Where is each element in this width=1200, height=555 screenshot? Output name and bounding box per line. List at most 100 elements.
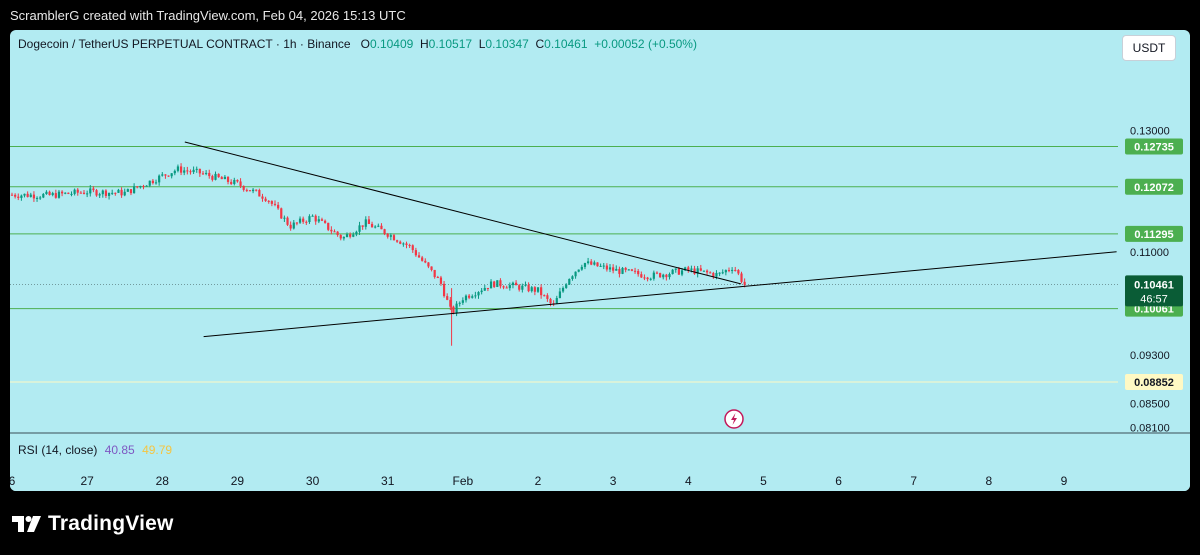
candle-body — [533, 287, 536, 292]
candle-body — [743, 281, 746, 285]
candle-body — [139, 185, 142, 188]
candle-body — [471, 296, 474, 298]
candle-body — [167, 175, 170, 177]
candle-body — [89, 188, 92, 194]
candle-body — [82, 192, 86, 194]
candle-body — [727, 270, 731, 272]
chart-panel[interactable]: 0.13000 0.11000 0.09300 0.08500 0.08100 6 27 28… — [10, 30, 1190, 491]
candle-body — [51, 193, 54, 196]
candle-body — [154, 182, 158, 184]
candle-body — [251, 189, 255, 192]
candle-body — [586, 261, 590, 264]
candle-body — [596, 262, 599, 267]
change-value: +0.00052 (+0.50%) — [594, 37, 697, 51]
open-value: 0.10409 — [369, 37, 414, 51]
level-lines-layer — [10, 146, 1118, 383]
x-tick-label-10: 5 — [760, 474, 767, 488]
candle-body — [655, 272, 659, 274]
candle-body — [302, 218, 305, 222]
candle-body — [298, 218, 302, 223]
candle-body — [549, 298, 552, 304]
price-labels-layer: 0.12735 0.12072 0.11295 0.10061 0.08852 0.104… — [1125, 138, 1183, 390]
candle-body — [245, 189, 248, 191]
candle-body — [29, 194, 32, 197]
candle-body — [79, 192, 82, 194]
candle-body — [195, 168, 198, 170]
time-axis-strip — [10, 470, 1190, 491]
candle-body — [98, 194, 101, 196]
candle-body — [364, 219, 367, 227]
countdown-label: 46:57 — [1140, 293, 1168, 305]
candle-body — [114, 192, 117, 194]
candle-body — [555, 297, 558, 304]
candle-body — [111, 192, 114, 194]
candle-body — [565, 284, 568, 288]
x-tick-label-5: 31 — [381, 474, 395, 488]
y-tick-label-2: 0.09300 — [1130, 350, 1170, 362]
candle-body — [737, 270, 740, 274]
candle-body — [502, 286, 505, 288]
candle-body — [173, 170, 176, 174]
candle-body — [170, 173, 173, 177]
candle-body — [455, 303, 458, 313]
trendlines-layer — [184, 141, 1117, 338]
current-price-tag — [1125, 275, 1183, 307]
candle-body — [468, 295, 471, 298]
tradingview-logo[interactable]: TradingView — [12, 512, 174, 536]
candle-body — [258, 190, 261, 197]
candle-body — [239, 181, 242, 186]
flash-glyph — [731, 413, 737, 425]
candle-body — [649, 278, 652, 280]
rsi-value: 40.85 — [104, 443, 135, 457]
candle-body — [630, 269, 634, 271]
candle-body — [20, 195, 23, 198]
candle-body — [427, 262, 430, 267]
candle-body — [524, 284, 527, 286]
candle-body — [23, 193, 26, 196]
x-tick-label-7: 2 — [535, 474, 542, 488]
level-tag-0 — [1125, 138, 1183, 155]
candle-body — [721, 272, 724, 274]
candle-body — [740, 273, 743, 282]
candle-body — [355, 231, 358, 235]
candle-body — [42, 194, 45, 198]
candle-body — [449, 299, 452, 307]
candle-body — [176, 166, 180, 171]
candle-body — [414, 250, 417, 256]
candle-body — [474, 295, 477, 297]
candle-body — [489, 281, 493, 289]
x-tick-label-11: 6 — [835, 474, 842, 488]
candle-body — [627, 269, 630, 271]
candle-body — [540, 287, 543, 296]
candle-body — [477, 292, 480, 296]
candle-body — [543, 295, 546, 297]
candle-body — [198, 168, 201, 174]
currency-button[interactable]: USDT — [1122, 35, 1176, 61]
x-tick-label-13: 8 — [986, 474, 993, 488]
candle-body — [73, 189, 76, 194]
candle-body — [142, 185, 145, 187]
x-tick-label-3: 29 — [231, 474, 245, 488]
rsi-label: RSI (14, close) — [18, 443, 98, 457]
candle-body — [183, 170, 186, 173]
level-tag-4 — [1125, 373, 1183, 390]
candle-body — [26, 193, 29, 197]
candle-body — [734, 269, 737, 271]
candle-body — [499, 280, 502, 287]
candle-body — [405, 243, 408, 245]
candle-body — [452, 306, 455, 313]
candle-body — [101, 190, 104, 195]
candle-body — [668, 274, 671, 278]
candle-body — [558, 291, 562, 298]
candle-body — [123, 191, 126, 196]
candle-body — [530, 287, 533, 292]
candle-body — [242, 185, 245, 190]
candle-body — [421, 257, 424, 261]
candle-body — [201, 173, 205, 175]
rsi-legend[interactable]: RSI (14, close) 40.85 49.79 — [18, 443, 172, 457]
candle-body — [577, 269, 580, 272]
candle-body — [633, 270, 637, 272]
candle-body — [35, 197, 39, 199]
candle-body — [696, 268, 699, 274]
